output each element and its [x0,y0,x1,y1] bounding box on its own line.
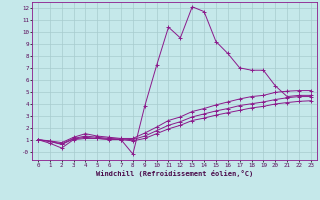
X-axis label: Windchill (Refroidissement éolien,°C): Windchill (Refroidissement éolien,°C) [96,170,253,177]
